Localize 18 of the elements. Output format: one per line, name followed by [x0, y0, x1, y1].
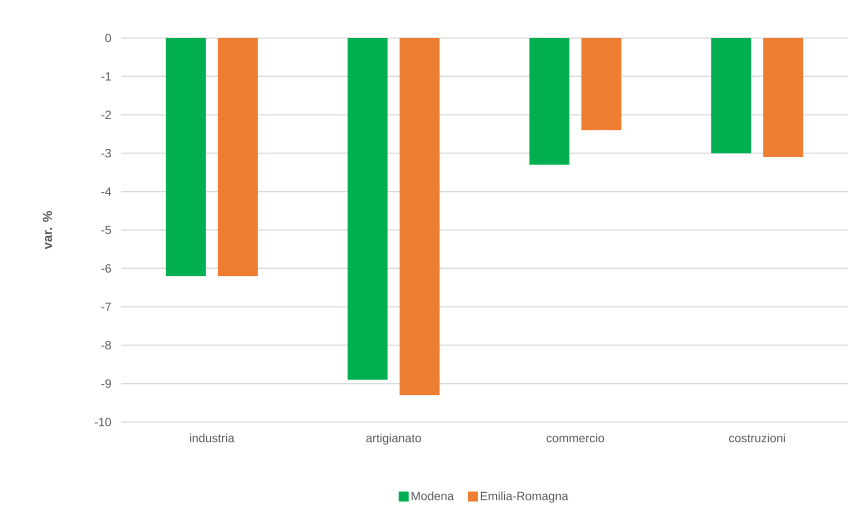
y-tick-label: -3: [101, 148, 111, 158]
y-tick-label: 0: [105, 34, 112, 42]
y-tick-label: -8: [101, 340, 111, 350]
y-tick-label: -9: [101, 379, 111, 388]
x-tick-label: artigianato: [366, 434, 422, 445]
x-tick-label: industria: [190, 434, 234, 442]
y-tick-label: -5: [101, 226, 111, 234]
y-axis-title: var. %: [42, 211, 52, 250]
legend-label: Modena: [412, 491, 454, 500]
legend-label: Emilia-Romagna: [480, 491, 568, 503]
x-tick-label: costruzioni: [729, 434, 785, 442]
y-tick-label: -1: [101, 72, 111, 81]
x-tick-label: commercio: [546, 434, 604, 442]
y-tick-label: -4: [101, 187, 112, 196]
y-tick-label: -2: [101, 110, 111, 119]
y-tick-label: -6: [101, 264, 111, 273]
y-tick-label: -7: [101, 302, 111, 311]
y-tick-label: -10: [94, 418, 112, 426]
